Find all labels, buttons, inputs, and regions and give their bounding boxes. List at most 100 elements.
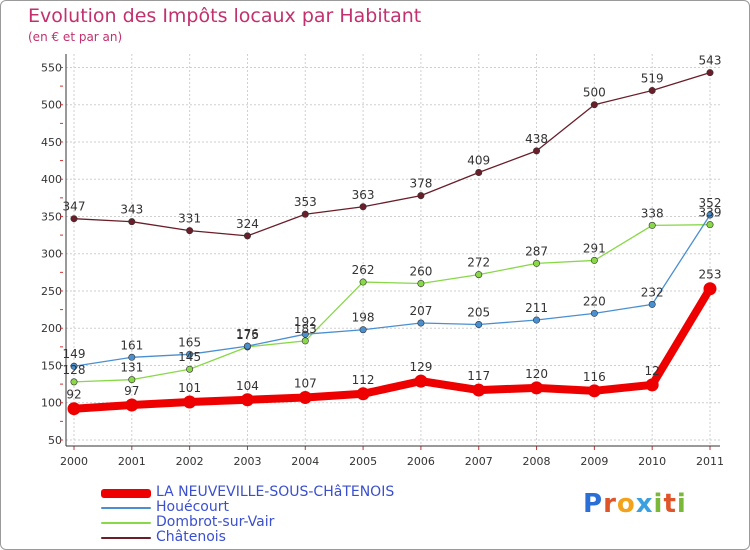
x-tick-label: 2011 xyxy=(696,455,724,468)
data-point xyxy=(417,319,425,327)
data-label: 343 xyxy=(120,203,143,217)
data-label: 129 xyxy=(409,360,432,374)
chart-subtitle: (en € et par an) xyxy=(28,30,123,44)
data-point xyxy=(243,232,251,240)
data-label: 339 xyxy=(699,206,722,220)
data-label: 12 xyxy=(645,364,660,378)
legend-swatch xyxy=(101,488,151,498)
data-label: 543 xyxy=(699,54,722,68)
data-point xyxy=(645,378,659,392)
data-label: 331 xyxy=(178,212,201,226)
data-point xyxy=(301,210,309,218)
proxiti-logo: Proxiti xyxy=(583,489,687,519)
data-label: 161 xyxy=(120,338,143,352)
data-point xyxy=(530,381,544,395)
data-label: 205 xyxy=(467,306,490,320)
data-label: 253 xyxy=(699,268,722,282)
data-label: 176 xyxy=(236,327,259,341)
series-line xyxy=(70,284,714,413)
logo-letter: x xyxy=(635,489,654,519)
data-label: 500 xyxy=(583,86,606,100)
data-label: 272 xyxy=(467,256,490,270)
data-label: 262 xyxy=(352,263,375,277)
data-label: 352 xyxy=(699,196,722,210)
data-label: 324 xyxy=(236,217,259,231)
y-tick-label: 250 xyxy=(41,285,62,298)
plot-area xyxy=(74,54,720,440)
logo-letter: t xyxy=(663,489,677,519)
data-point xyxy=(533,259,541,267)
x-tick-label: 2010 xyxy=(638,455,666,468)
data-label: 92 xyxy=(66,388,81,402)
data-label: 116 xyxy=(583,370,606,384)
x-tick-label: 2006 xyxy=(407,455,435,468)
data-point xyxy=(359,326,367,334)
x-tick-label: 2007 xyxy=(465,455,493,468)
legend-swatch xyxy=(101,522,151,524)
x-tick-label: 2000 xyxy=(60,455,88,468)
data-label: 291 xyxy=(583,241,606,255)
data-label: 438 xyxy=(525,132,548,146)
legend-label: Châtenois xyxy=(156,529,226,545)
y-tick-label: 500 xyxy=(41,99,62,112)
data-point xyxy=(417,280,425,288)
x-tick-label: 2009 xyxy=(580,455,608,468)
data-point xyxy=(301,337,309,345)
data-point xyxy=(186,365,194,373)
data-point xyxy=(706,211,714,219)
data-label: 207 xyxy=(409,304,432,318)
data-point xyxy=(475,321,483,329)
logo-letter: o xyxy=(616,489,636,519)
data-point xyxy=(70,378,78,386)
data-label: 287 xyxy=(525,244,548,258)
data-label: 353 xyxy=(294,195,317,209)
data-label: 338 xyxy=(641,206,664,220)
data-point xyxy=(356,387,370,401)
y-tick-label: 50 xyxy=(48,434,62,447)
data-label: 183 xyxy=(294,322,317,336)
x-tick-label: 2003 xyxy=(233,455,261,468)
logo-letter: r xyxy=(603,489,617,519)
data-label: 220 xyxy=(583,294,606,308)
data-point xyxy=(128,376,136,384)
data-point xyxy=(706,221,714,229)
y-tick-label: 400 xyxy=(41,173,62,186)
logo-letter: P xyxy=(583,489,604,519)
data-point xyxy=(475,271,483,279)
data-label: 101 xyxy=(178,381,201,395)
x-tick-label: 2004 xyxy=(291,455,319,468)
data-label: 117 xyxy=(467,369,490,383)
data-label: 104 xyxy=(236,379,259,393)
data-point xyxy=(648,300,656,308)
data-point xyxy=(186,227,194,235)
y-tick-label: 550 xyxy=(41,61,62,74)
data-label: 145 xyxy=(178,350,201,364)
data-point xyxy=(186,350,194,358)
data-label: 165 xyxy=(178,335,201,349)
data-point xyxy=(414,374,428,388)
y-tick-label: 450 xyxy=(41,136,62,149)
legend-label: Dombrot-sur-Vair xyxy=(156,514,275,530)
x-tick-label: 2008 xyxy=(523,455,551,468)
legend-swatch xyxy=(101,507,151,509)
data-point xyxy=(533,316,541,324)
chart-title: Evolution des Impôts locaux par Habitant xyxy=(28,5,422,27)
x-tick-label: 2005 xyxy=(349,455,377,468)
data-point xyxy=(301,330,309,338)
data-point xyxy=(359,203,367,211)
data-point xyxy=(590,309,598,317)
data-point xyxy=(417,192,425,200)
data-point xyxy=(67,402,81,416)
logo-letter: i xyxy=(653,489,664,519)
series-line xyxy=(73,214,711,367)
data-label: 232 xyxy=(641,285,664,299)
data-label: 120 xyxy=(525,367,548,381)
data-label: 409 xyxy=(467,154,490,168)
data-point xyxy=(590,101,598,109)
data-point xyxy=(243,342,251,350)
data-label: 519 xyxy=(641,72,664,86)
legend-label: Houécourt xyxy=(156,499,229,515)
data-point xyxy=(70,215,78,223)
